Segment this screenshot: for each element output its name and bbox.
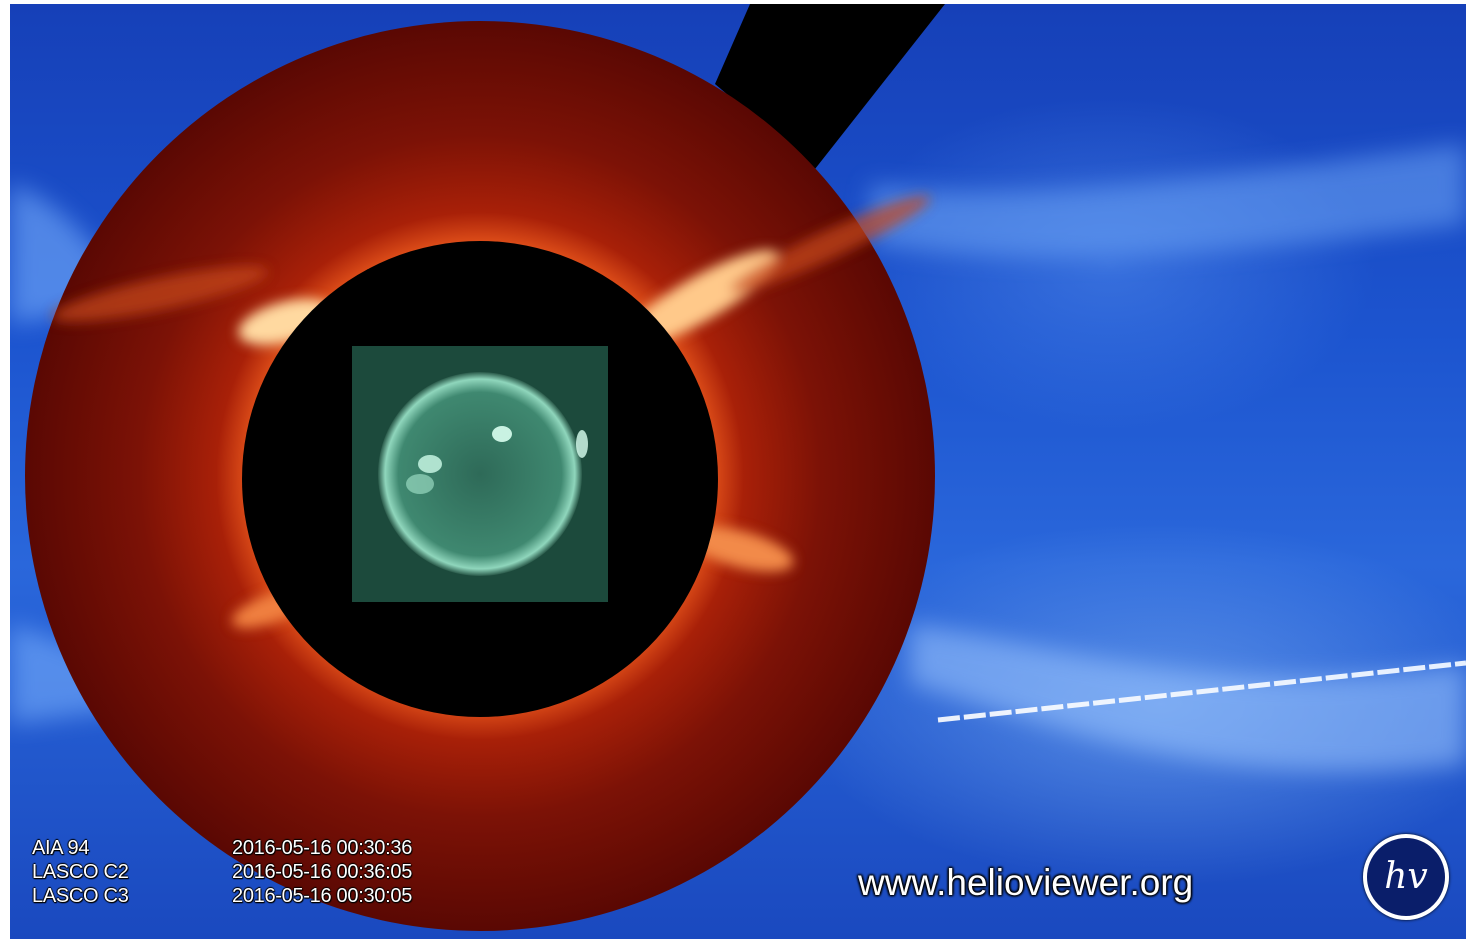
solar-image-viewport[interactable]: AIA 94 LASCO C2 LASCO C3 2016-05-16 00:3… bbox=[10, 4, 1466, 939]
c3-streamers bbox=[10, 144, 1466, 772]
layer-name: LASCO C3 bbox=[32, 885, 129, 907]
layer-timestamp: 2016-05-16 00:30:36 bbox=[232, 837, 413, 859]
aia-94-image bbox=[352, 346, 608, 602]
solar-composite-image bbox=[10, 4, 1466, 931]
logo-text: hv bbox=[1384, 856, 1428, 897]
helioviewer-logo-icon[interactable]: hv bbox=[1363, 834, 1449, 920]
layer-timestamp: 2016-05-16 00:36:05 bbox=[232, 861, 413, 883]
layer-timestamps: 2016-05-16 00:30:36 2016-05-16 00:36:05 … bbox=[232, 836, 412, 908]
layer-name: AIA 94 bbox=[32, 837, 90, 859]
comet-streak bbox=[937, 660, 1466, 723]
layer-names: AIA 94 LASCO C2 LASCO C3 bbox=[32, 836, 129, 908]
c2-streamers bbox=[52, 195, 930, 628]
layer-timestamp: 2016-05-16 00:30:05 bbox=[232, 885, 413, 907]
helioviewer-watermark: www.helioviewer.org bbox=[858, 862, 1194, 903]
layer-name: LASCO C2 bbox=[32, 861, 129, 883]
